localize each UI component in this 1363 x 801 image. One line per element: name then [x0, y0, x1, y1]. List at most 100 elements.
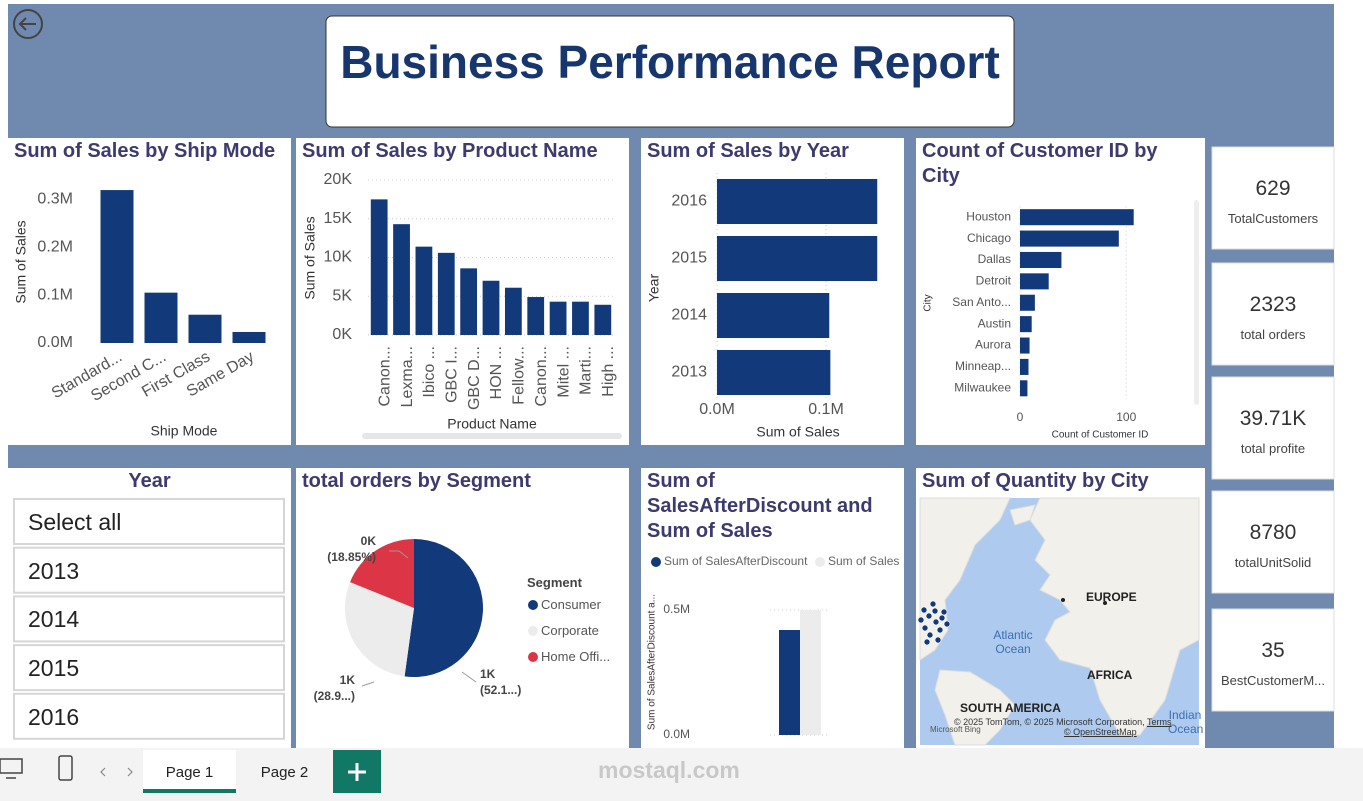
slicer-item[interactable]: 2015 [28, 655, 80, 682]
map-city-bubble[interactable] [938, 614, 946, 622]
slicer-item-box[interactable] [13, 595, 285, 643]
pie-slice [404, 539, 484, 677]
map-city-bubble [1061, 598, 1065, 602]
slicer-item-box[interactable] [13, 546, 285, 594]
y-tick-label: 0.5M [663, 602, 690, 616]
legend-swatch [528, 626, 538, 636]
y-axis-label: Sum of SalesAfterDiscount a... [647, 594, 658, 730]
y-axis-label: Sum of Sales [13, 220, 29, 303]
map-terms[interactable]: Terms [1147, 717, 1172, 727]
back-button[interactable] [13, 9, 43, 39]
bar [717, 292, 830, 339]
map-city-bubble[interactable] [931, 607, 939, 615]
bar [460, 268, 478, 335]
map-land [1029, 497, 1200, 736]
card-label: total profite [1240, 441, 1306, 456]
y-tick-label: 0.0M [663, 727, 690, 741]
bar [717, 349, 831, 396]
bar [1020, 209, 1134, 226]
slicer-item[interactable]: 2014 [28, 606, 80, 633]
pie-data-label: 1K (28.9...) [313, 673, 355, 703]
legend-label[interactable]: Sum of SalesAfterDiscount [664, 554, 808, 568]
y-tick-label: Minneap... [955, 359, 1011, 373]
y-tick-label: San Anto... [952, 295, 1011, 309]
visual-title: Sum of SalesAfterDiscount and Sum of Sal… [647, 470, 873, 542]
bar [100, 190, 134, 343]
pie-slice [350, 539, 414, 608]
x-tick-label: GBC I... [443, 346, 460, 403]
legend-swatch [528, 652, 538, 662]
x-tick-label: High ... [600, 346, 617, 397]
x-tick-label: 100 [1116, 410, 1136, 424]
y-tick-label: 10K [324, 249, 353, 266]
map-city-bubble[interactable] [934, 636, 942, 644]
legend-label[interactable]: Home Offi... [541, 649, 611, 664]
map-city-bubble[interactable] [925, 612, 933, 620]
legend-label[interactable]: Corporate [541, 623, 599, 638]
map-city-bubble[interactable] [921, 624, 929, 632]
page-tab[interactable]: Page 1 [165, 764, 214, 781]
map-city-bubble[interactable] [923, 638, 931, 646]
map-city-bubble[interactable] [943, 620, 951, 628]
legend-swatch [651, 557, 661, 567]
bar [393, 224, 410, 335]
map-osm[interactable]: © OpenStreetMap [1064, 727, 1137, 737]
slicer-item-box[interactable] [13, 644, 285, 692]
x-tick-label: GBC D... [466, 346, 483, 410]
map-city-bubble[interactable] [920, 606, 928, 614]
mobile-icon[interactable] [58, 755, 73, 781]
y-tick-label: 2015 [671, 250, 707, 267]
map-city-bubble[interactable] [940, 608, 948, 616]
x-axis-label: Sum of Sales [756, 424, 839, 440]
bar [1020, 337, 1030, 354]
legend-swatch [815, 557, 825, 567]
card-label: total orders [1240, 327, 1306, 342]
tab-scroll-arrows[interactable] [100, 767, 133, 777]
slicer-item[interactable]: Select all [28, 509, 122, 535]
scrollbar[interactable] [362, 433, 622, 439]
add-page-button[interactable] [333, 750, 381, 793]
map-land [1009, 504, 1036, 526]
slicer-item-box[interactable] [13, 692, 285, 740]
map-city-bubble[interactable] [936, 626, 944, 634]
bar [572, 301, 589, 335]
visual-title: Sum of Quantity by City [922, 470, 1149, 492]
map-city-bubble[interactable] [932, 618, 940, 626]
y-tick-label: Chicago [967, 231, 1011, 245]
bar [594, 304, 612, 335]
desktop-icon[interactable] [0, 758, 23, 779]
map-label: Atlantic Ocean [993, 628, 1033, 656]
legend-swatch [528, 600, 538, 610]
x-tick-label: Lexma... [399, 346, 416, 407]
page-tab[interactable]: Page 2 [260, 764, 309, 781]
y-tick-label: 5K [332, 287, 352, 304]
slicer-item-box[interactable] [13, 498, 285, 545]
y-axis-label: Year [646, 274, 662, 303]
legend-label[interactable]: Sum of Sales [828, 554, 899, 568]
map-label: Indian Ocean [1168, 708, 1204, 736]
map-city-bubble[interactable] [926, 631, 934, 639]
y-axis-label: City [923, 294, 934, 311]
y-tick-label: 0.1M [37, 286, 73, 303]
pie-data-label: 1K (52.1...) [480, 667, 522, 697]
x-tick-label: 0.1M [808, 401, 844, 418]
scrollbar[interactable] [1194, 200, 1199, 405]
map-bing: Microsoft Bing [930, 725, 981, 734]
bar [527, 297, 545, 335]
bar [800, 610, 821, 735]
pie-data-label: 0K (18.85%) [327, 534, 376, 564]
active-tab[interactable] [143, 750, 236, 792]
bar [1020, 230, 1119, 247]
x-tick-label: Marti... [578, 346, 595, 395]
map-city-bubble[interactable] [917, 616, 925, 624]
y-axis-label: Sum of Sales [302, 216, 318, 299]
header-box [325, 15, 1015, 128]
map-city-bubble[interactable] [929, 600, 937, 608]
bar [1020, 358, 1029, 375]
slicer-item[interactable]: 2013 [28, 557, 80, 584]
slicer-item[interactable]: 2016 [28, 703, 80, 730]
card-value: 629 [1255, 177, 1291, 200]
y-tick-label: Detroit [976, 274, 1012, 288]
visual-title: Count of Customer ID by City [922, 140, 1158, 187]
legend-label[interactable]: Consumer [541, 597, 601, 612]
